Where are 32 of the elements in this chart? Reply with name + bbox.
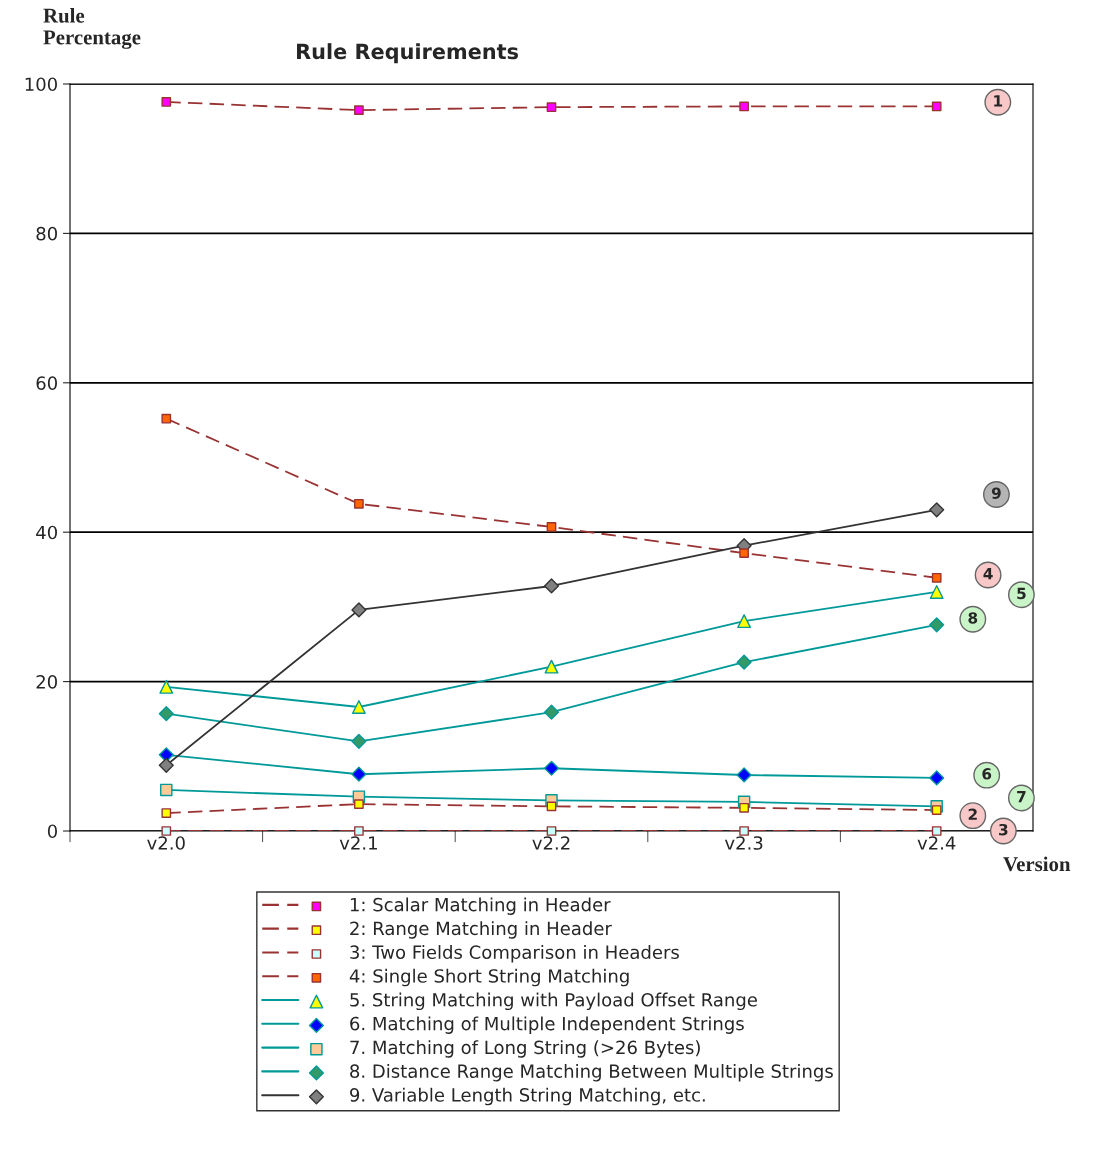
- annotation: 3: [999, 823, 1008, 836]
- annotation: 8: [968, 612, 978, 624]
- y-tick-label: 100: [25, 77, 57, 92]
- x-axis-title: Version: [1003, 856, 1071, 872]
- x-tick-label: v2.3: [724, 836, 763, 850]
- x-tick-label: v2.2: [532, 836, 570, 850]
- x-tick-label: v2.1: [339, 836, 377, 850]
- y-tick-label: 40: [36, 525, 57, 540]
- legend-label: 9. Variable Length String Matching, etc.: [350, 1087, 705, 1106]
- y-tick-label: 80: [36, 226, 57, 241]
- annotation: 6: [982, 768, 992, 780]
- annotation: 2: [968, 808, 977, 820]
- annotation: 7: [1017, 791, 1026, 803]
- legend-label: 7. Matching of Long String (>26 Bytes): [350, 1040, 700, 1058]
- y-tick-label: 0: [47, 824, 57, 839]
- y-axis-title: Rule Percentage: [43, 8, 141, 49]
- chart-title: Rule Requirements: [297, 43, 519, 64]
- legend-label: 2: Range Matching in Header: [350, 921, 612, 939]
- legend-label: 5. String Matching with Payload Offset Range: [350, 992, 757, 1011]
- legend-label: 4: Single Short String Matching: [349, 968, 629, 987]
- y-tick-label: 20: [36, 675, 57, 689]
- annotation: 9: [991, 487, 1001, 499]
- x-tick-label: v2.4: [917, 836, 956, 850]
- legend-label: 8. Distance Range Matching Between Multiple Strings: [350, 1064, 833, 1082]
- legend-label: 1: Scalar Matching in Header: [350, 897, 611, 915]
- y-tick-label: 60: [36, 376, 57, 390]
- annotation: 5: [1017, 587, 1026, 600]
- legend-label: 6. Matching of Multiple Independent Strings: [350, 1016, 744, 1034]
- legend-label: 3: Two Fields Comparison in Headers: [350, 945, 679, 963]
- x-tick-label: v2.0: [147, 836, 185, 850]
- annotation: 4: [983, 568, 993, 580]
- annotation: 1: [994, 95, 1003, 107]
